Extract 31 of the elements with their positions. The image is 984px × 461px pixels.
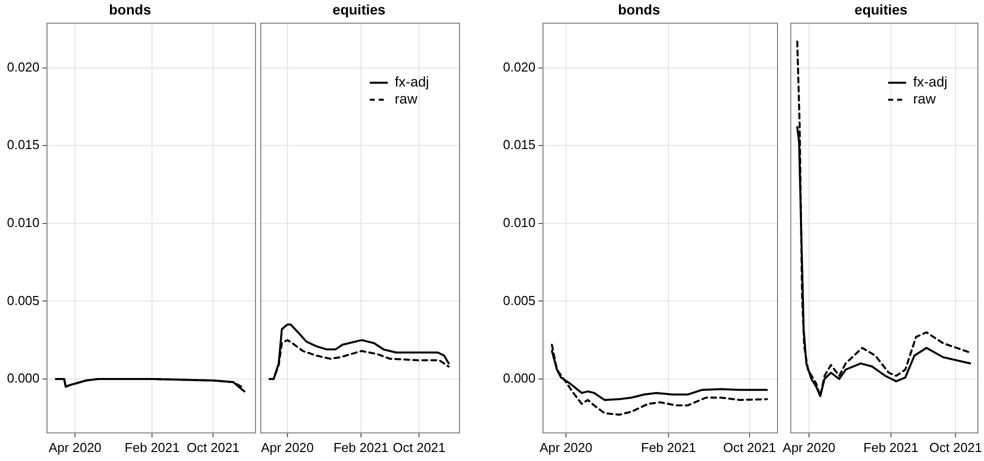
legend-label: fx-adj	[913, 74, 948, 90]
line-series	[550, 344, 768, 416]
chart-title: equities	[854, 1, 908, 18]
y-tick-label: 0.015	[502, 137, 536, 152]
x-tick-label: Oct 2021	[929, 440, 982, 455]
chart-title: bonds	[618, 1, 660, 18]
x-tick-label: Oct 2021	[723, 440, 776, 455]
y-tick-label: 0.005	[502, 292, 536, 308]
y-tick-label: 0.000	[6, 370, 40, 386]
x-tick-label: Feb 2021	[641, 440, 696, 455]
x-tick-label: Apr 2020	[540, 440, 592, 455]
x-tick-label: Feb 2021	[124, 440, 180, 455]
legend-label: fx-adj	[394, 74, 429, 90]
chart-title: equities	[332, 1, 386, 18]
y-tick-label: 0.020	[502, 59, 536, 74]
y-tick-label: 0.015	[6, 137, 40, 152]
x-tick-label: Oct 2021	[392, 440, 446, 455]
legend-label: raw	[394, 90, 418, 107]
x-tick-label: Apr 2020	[48, 440, 102, 455]
y-tick-label: 0.010	[502, 215, 536, 230]
y-tick-label: 0.020	[6, 59, 40, 74]
legend-label: raw	[913, 90, 937, 107]
x-tick-label: Apr 2020	[782, 440, 836, 455]
x-tick-label: Feb 2021	[333, 440, 388, 455]
y-tick-label: 0.000	[502, 370, 536, 386]
x-tick-label: Feb 2021	[863, 440, 918, 455]
y-tick-label: 0.005	[6, 292, 40, 308]
y-tick-label: 0.010	[6, 215, 40, 230]
chart-title: bonds	[109, 1, 152, 18]
x-tick-label: Oct 2021	[186, 440, 240, 455]
x-tick-label: Apr 2020	[261, 440, 314, 455]
